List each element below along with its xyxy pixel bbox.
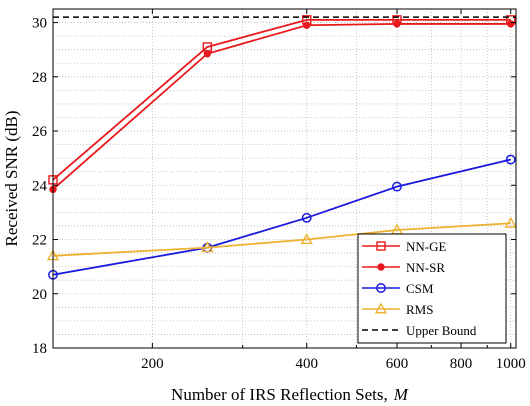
- x-tick-label: 200: [141, 356, 164, 372]
- y-tick-label: 28: [32, 70, 47, 86]
- legend-item-upper-bound: Upper Bound: [362, 323, 477, 338]
- data-point-csm: [301, 212, 312, 223]
- series-nn-ge: [48, 15, 516, 185]
- legend-marker-nn-ge: [376, 241, 386, 251]
- legend-label-csm: CSM: [406, 281, 434, 296]
- data-point-csm: [505, 154, 516, 165]
- legend-item-rms: RMS: [362, 302, 433, 317]
- series-line-rms: [52, 222, 511, 257]
- series-line-nn-ge: [52, 18, 511, 181]
- x-tick-label: 400: [295, 356, 318, 372]
- series-nn-sr: [49, 20, 515, 194]
- x-axis-label-symbol: M: [393, 385, 409, 404]
- plot-frame: [52, 8, 517, 349]
- data-point-rms: [201, 241, 214, 253]
- legend-marker-rms: [374, 302, 388, 314]
- x-tick-label: 600: [386, 356, 409, 372]
- data-point-nn-sr: [507, 20, 515, 28]
- legend-marker-nn-sr: [377, 263, 385, 271]
- y-tick-label: 22: [32, 233, 47, 249]
- legend-label-rms: RMS: [406, 302, 433, 317]
- data-point-rms: [300, 233, 313, 244]
- legend-marker-csm: [376, 283, 386, 293]
- series-layer: [46, 15, 517, 280]
- x-tick-label: 1000: [496, 356, 526, 372]
- y-tick-label: 30: [32, 16, 47, 32]
- legend-item-nn-ge: NN-GE: [362, 239, 446, 254]
- y-tick-label: 24: [32, 178, 48, 194]
- data-point-nn-sr: [303, 21, 311, 29]
- data-point-nn-sr: [393, 20, 401, 28]
- series-line-nn-sr: [52, 23, 511, 191]
- ticks: 18 20 22 24 26 28 30 200 400 600 800 1000: [32, 9, 526, 372]
- legend-label-nn-sr: NN-SR: [406, 260, 445, 275]
- series-line-csm: [52, 158, 511, 276]
- x-axis-label-text: Number of IRS Reflection Sets,: [171, 385, 388, 404]
- legend-item-csm: CSM: [362, 281, 434, 296]
- data-point-nn-sr: [203, 50, 212, 58]
- data-point-rms: [504, 216, 517, 228]
- legend: NN-GE NN-SR CSM RMS Upper Bound: [357, 233, 507, 344]
- x-tick-label: 800: [450, 356, 473, 372]
- y-tick-label: 18: [32, 341, 47, 357]
- legend-item-nn-sr: NN-SR: [362, 260, 445, 275]
- legend-label-nn-ge: NN-GE: [406, 239, 446, 254]
- data-point-csm: [392, 181, 402, 192]
- y-axis-label: Received SNR (dB): [2, 111, 21, 247]
- y-tick-label: 20: [32, 287, 47, 303]
- y-tick-label: 26: [32, 124, 48, 140]
- legend-label-upper-bound: Upper Bound: [406, 323, 477, 338]
- x-axis-label: Number of IRS Reflection Sets, M: [171, 385, 409, 404]
